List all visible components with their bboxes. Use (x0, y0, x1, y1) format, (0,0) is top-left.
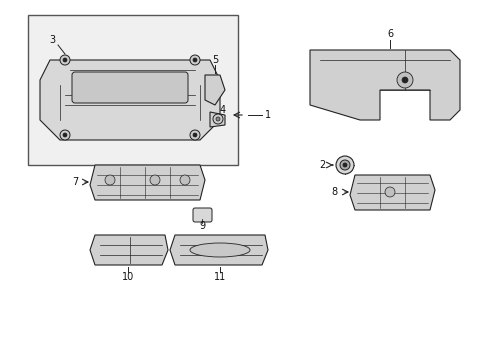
Circle shape (193, 133, 197, 137)
Text: 3: 3 (49, 35, 55, 45)
Polygon shape (90, 165, 204, 200)
Circle shape (216, 117, 220, 121)
Circle shape (193, 58, 197, 62)
Polygon shape (90, 235, 168, 265)
Polygon shape (209, 112, 224, 127)
Circle shape (60, 130, 70, 140)
Text: 6: 6 (386, 29, 392, 39)
Circle shape (190, 130, 200, 140)
Circle shape (180, 175, 190, 185)
Circle shape (335, 156, 353, 174)
Circle shape (342, 163, 346, 167)
Polygon shape (204, 75, 224, 105)
Text: 9: 9 (199, 221, 204, 231)
Text: 1: 1 (264, 110, 270, 120)
Text: 8: 8 (331, 187, 337, 197)
Text: 4: 4 (220, 105, 225, 115)
Text: 2: 2 (319, 160, 325, 170)
Circle shape (339, 160, 349, 170)
Circle shape (190, 55, 200, 65)
Circle shape (105, 175, 115, 185)
Circle shape (63, 58, 67, 62)
Circle shape (384, 187, 394, 197)
Circle shape (401, 77, 407, 83)
Text: 10: 10 (122, 272, 134, 282)
Bar (28, 15, 238, 165)
Circle shape (396, 72, 412, 88)
Circle shape (60, 55, 70, 65)
Polygon shape (40, 60, 220, 140)
Circle shape (150, 175, 160, 185)
Ellipse shape (190, 243, 249, 257)
Text: 7: 7 (72, 177, 78, 187)
Polygon shape (309, 50, 459, 120)
FancyBboxPatch shape (72, 72, 187, 103)
Text: 11: 11 (213, 272, 225, 282)
Polygon shape (170, 235, 267, 265)
FancyBboxPatch shape (193, 208, 212, 222)
Circle shape (213, 114, 223, 124)
Circle shape (63, 133, 67, 137)
Text: 5: 5 (211, 55, 218, 65)
Polygon shape (349, 175, 434, 210)
